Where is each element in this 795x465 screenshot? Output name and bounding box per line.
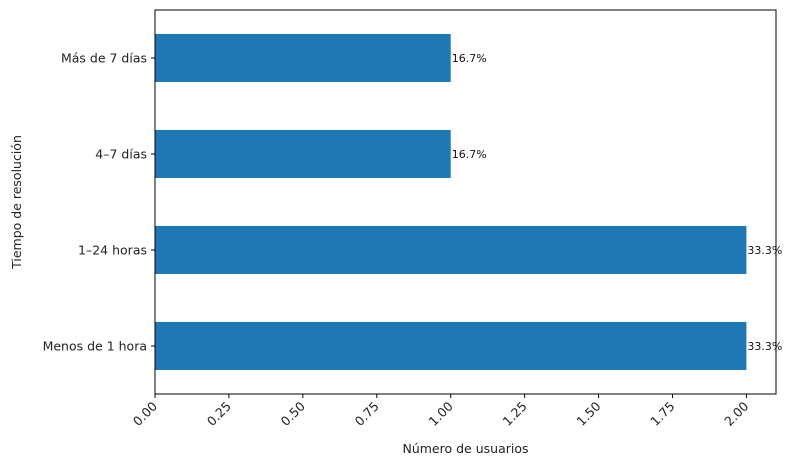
- y-axis-ticks: Menos de 1 hora 1–24 horas 4–7 días Más de …: [43, 51, 155, 354]
- x-tick-label-0: 0.00: [130, 398, 160, 428]
- data-label-2: 16.7%: [452, 148, 487, 161]
- bars-group: [155, 34, 747, 370]
- bar-2: [155, 130, 451, 178]
- x-tick-label-5: 1.25: [499, 399, 529, 429]
- y-tick-label-0: Menos de 1 hora: [43, 339, 147, 354]
- y-axis-label: Tiempo de resolución: [9, 135, 24, 270]
- x-tick-label-4: 1.00: [426, 398, 456, 428]
- data-label-1: 33.3%: [747, 244, 782, 257]
- y-tick-label-2: 4–7 días: [95, 147, 147, 162]
- bar-3: [155, 34, 451, 82]
- x-axis-ticks: 0.00 0.25 0.50 0.75 1.00 1.25 1.50 1.75 2.00: [130, 394, 752, 429]
- x-tick-label-8: 2.00: [721, 398, 751, 428]
- y-tick-label-3: Más de 7 días: [61, 51, 147, 66]
- data-label-3: 16.7%: [452, 52, 487, 65]
- x-tick-label-3: 0.75: [352, 399, 382, 429]
- x-tick-label-2: 0.50: [278, 398, 308, 428]
- x-axis-label: Número de usuarios: [402, 441, 528, 456]
- plot-frame: [154, 9, 777, 395]
- data-labels-group: 33.3% 33.3% 16.7% 16.7%: [452, 52, 783, 353]
- bar-1: [155, 226, 747, 274]
- x-tick-label-6: 1.50: [573, 398, 603, 428]
- bar-0: [155, 322, 747, 370]
- x-tick-label-7: 1.75: [647, 399, 677, 429]
- data-label-0: 33.3%: [747, 340, 782, 353]
- x-tick-label-1: 0.25: [204, 399, 234, 429]
- y-tick-label-1: 1–24 horas: [78, 243, 147, 258]
